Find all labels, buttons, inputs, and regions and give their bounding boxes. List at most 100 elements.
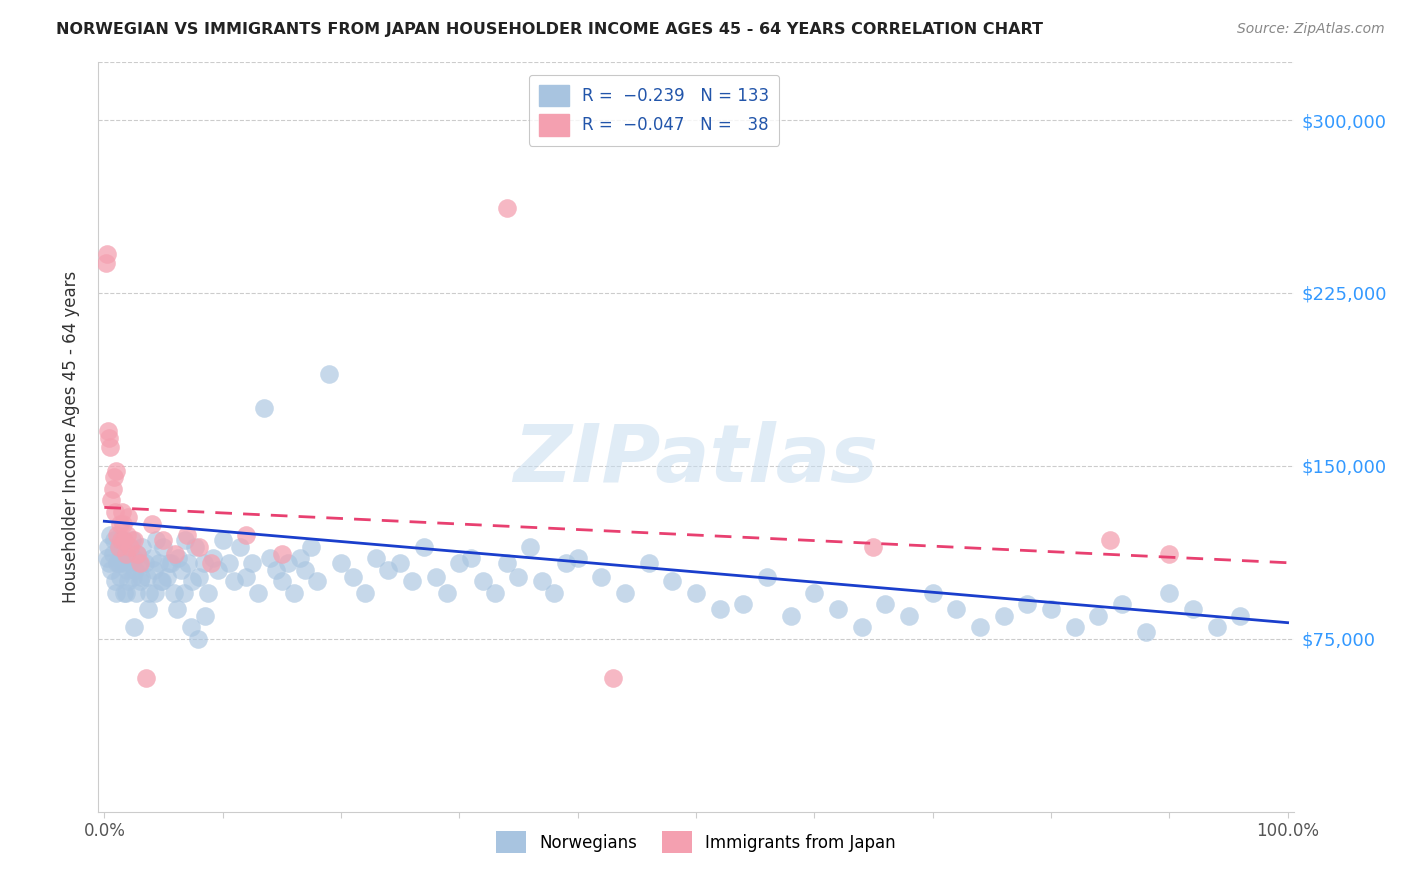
- Point: [124, 563, 146, 577]
- Point: [101, 482, 124, 496]
- Point: [134, 556, 156, 570]
- Point: [993, 608, 1015, 623]
- Point: [779, 608, 801, 623]
- Y-axis label: Householder Income Ages 45 - 64 years: Householder Income Ages 45 - 64 years: [62, 271, 80, 603]
- Point: [519, 540, 541, 554]
- Point: [148, 556, 170, 570]
- Point: [115, 563, 138, 577]
- Point: [115, 528, 138, 542]
- Point: [120, 540, 142, 554]
- Point: [366, 551, 388, 566]
- Point: [224, 574, 246, 589]
- Point: [96, 551, 118, 566]
- Point: [152, 540, 174, 554]
- Point: [1205, 620, 1227, 634]
- Point: [108, 569, 131, 583]
- Point: [105, 463, 128, 477]
- Point: [100, 493, 122, 508]
- Point: [105, 585, 128, 599]
- Point: [114, 533, 136, 547]
- Point: [449, 556, 471, 570]
- Point: [122, 620, 145, 634]
- Point: [827, 602, 849, 616]
- Point: [184, 540, 207, 554]
- Point: [122, 533, 145, 547]
- Point: [508, 569, 530, 583]
- Point: [264, 563, 287, 577]
- Point: [637, 556, 659, 570]
- Point: [755, 569, 778, 583]
- Point: [270, 574, 292, 589]
- Point: [425, 569, 447, 583]
- Point: [460, 551, 482, 566]
- Point: [211, 533, 233, 547]
- Point: [342, 569, 364, 583]
- Point: [235, 528, 257, 542]
- Point: [129, 569, 152, 583]
- Point: [105, 528, 128, 542]
- Point: [733, 597, 755, 611]
- Point: [1087, 608, 1109, 623]
- Point: [277, 556, 299, 570]
- Point: [193, 556, 215, 570]
- Point: [1017, 597, 1039, 611]
- Point: [709, 602, 731, 616]
- Text: Source: ZipAtlas.com: Source: ZipAtlas.com: [1237, 22, 1385, 37]
- Point: [495, 556, 517, 570]
- Point: [101, 547, 124, 561]
- Point: [135, 671, 157, 685]
- Point: [117, 574, 139, 589]
- Point: [105, 556, 128, 570]
- Point: [1111, 597, 1133, 611]
- Point: [150, 574, 173, 589]
- Point: [567, 551, 589, 566]
- Point: [401, 574, 423, 589]
- Point: [897, 608, 920, 623]
- Point: [218, 556, 240, 570]
- Point: [128, 556, 150, 570]
- Point: [194, 608, 217, 623]
- Point: [472, 574, 495, 589]
- Point: [96, 247, 118, 261]
- Point: [111, 533, 134, 547]
- Point: [127, 547, 149, 561]
- Point: [156, 569, 179, 583]
- Point: [104, 574, 127, 589]
- Point: [131, 540, 153, 554]
- Point: [112, 556, 135, 570]
- Point: [1099, 533, 1122, 547]
- Point: [202, 551, 225, 566]
- Point: [145, 533, 167, 547]
- Point: [614, 585, 637, 599]
- Point: [1159, 585, 1181, 599]
- Point: [436, 585, 458, 599]
- Point: [1229, 608, 1251, 623]
- Point: [141, 551, 163, 566]
- Point: [100, 563, 122, 577]
- Point: [103, 470, 125, 484]
- Point: [543, 585, 565, 599]
- Point: [159, 556, 181, 570]
- Point: [1039, 602, 1062, 616]
- Point: [945, 602, 967, 616]
- Point: [150, 574, 173, 589]
- Text: NORWEGIAN VS IMMIGRANTS FROM JAPAN HOUSEHOLDER INCOME AGES 45 - 64 YEARS CORRELA: NORWEGIAN VS IMMIGRANTS FROM JAPAN HOUSE…: [56, 22, 1043, 37]
- Point: [591, 569, 613, 583]
- Point: [98, 441, 121, 455]
- Legend: Norwegians, Immigrants from Japan: Norwegians, Immigrants from Japan: [489, 825, 903, 860]
- Point: [107, 540, 129, 554]
- Point: [969, 620, 991, 634]
- Point: [120, 556, 142, 570]
- Point: [157, 556, 180, 570]
- Point: [377, 563, 399, 577]
- Point: [188, 540, 211, 554]
- Point: [166, 602, 188, 616]
- Point: [229, 540, 252, 554]
- Point: [97, 425, 120, 439]
- Point: [288, 551, 311, 566]
- Point: [1063, 620, 1085, 634]
- Point: [188, 569, 211, 583]
- Point: [107, 540, 129, 554]
- Point: [138, 585, 160, 599]
- Point: [125, 585, 148, 599]
